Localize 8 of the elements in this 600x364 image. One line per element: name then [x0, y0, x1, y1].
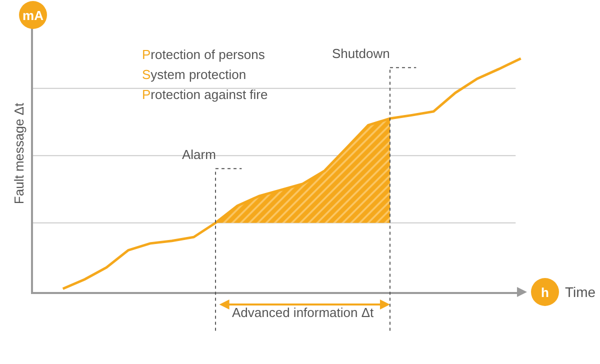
- annotation: System protection: [142, 67, 246, 82]
- text: Advanced information Δt: [232, 305, 374, 320]
- annotation: Protection of persons: [142, 47, 266, 62]
- y-axis-title: Fault message Δt: [11, 102, 26, 204]
- annotation: Shutdown: [332, 46, 390, 61]
- x-axis-title: Time: [565, 284, 596, 300]
- annotation: Alarm: [182, 147, 216, 162]
- annotation: Protection against fire: [142, 87, 268, 102]
